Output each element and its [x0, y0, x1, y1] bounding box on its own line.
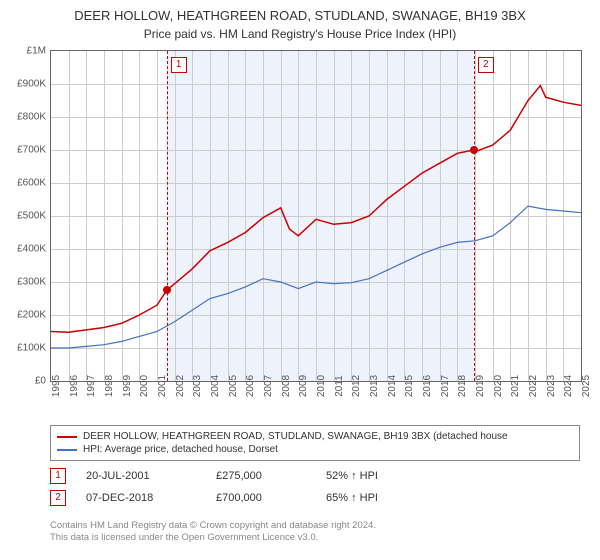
sale-row: 1 20-JUL-2001£275,00052% ↑ HPI	[50, 465, 580, 487]
legend-row: DEER HOLLOW, HEATHGREEN ROAD, STUDLAND, …	[57, 430, 573, 443]
sale-vline	[474, 51, 475, 381]
footer-line-2: This data is licensed under the Open Gov…	[50, 532, 580, 544]
sale-row-marker: 1	[50, 468, 66, 484]
series-lines	[51, 51, 581, 381]
sale-marker-2: 2	[478, 57, 494, 73]
series-property	[51, 86, 581, 333]
chart-subtitle: Price paid vs. HM Land Registry's House …	[0, 25, 600, 41]
legend-box: DEER HOLLOW, HEATHGREEN ROAD, STUDLAND, …	[50, 425, 580, 461]
chart-title: DEER HOLLOW, HEATHGREEN ROAD, STUDLAND, …	[0, 0, 600, 25]
sale-row: 2 07-DEC-2018£700,00065% ↑ HPI	[50, 487, 580, 509]
sale-price: £700,000	[216, 492, 326, 504]
sale-row-marker: 2	[50, 490, 66, 506]
y-axis-label: £0	[35, 376, 46, 387]
sale-marker-1: 1	[171, 57, 187, 73]
y-axis-label: £900K	[17, 79, 46, 90]
y-axis-label: £600K	[17, 178, 46, 189]
chart-area: £0£100K£200K£300K£400K£500K£600K£700K£80…	[50, 50, 580, 380]
y-axis-label: £1M	[27, 46, 46, 57]
legend-label: HPI: Average price, detached house, Dors…	[83, 444, 278, 455]
sale-pct: 65% ↑ HPI	[326, 492, 426, 504]
series-hpi	[51, 206, 581, 348]
y-axis-label: £700K	[17, 145, 46, 156]
x-axis-label: 2025	[581, 375, 592, 397]
legend-swatch	[57, 449, 77, 451]
y-axis-label: £100K	[17, 343, 46, 354]
sale-vline	[167, 51, 168, 381]
y-axis-label: £500K	[17, 211, 46, 222]
legend-label: DEER HOLLOW, HEATHGREEN ROAD, STUDLAND, …	[83, 431, 508, 442]
sale-date: 20-JUL-2001	[86, 470, 216, 482]
legend-swatch	[57, 436, 77, 438]
sale-date: 07-DEC-2018	[86, 492, 216, 504]
sale-dot	[470, 146, 478, 154]
plot-region: £0£100K£200K£300K£400K£500K£600K£700K£80…	[50, 50, 582, 382]
y-axis-label: £200K	[17, 310, 46, 321]
sales-table: 1 20-JUL-2001£275,00052% ↑ HPI 2 07-DEC-201…	[50, 465, 580, 509]
legend-row: HPI: Average price, detached house, Dors…	[57, 443, 573, 456]
attribution-footer: Contains HM Land Registry data © Crown c…	[50, 520, 580, 545]
footer-line-1: Contains HM Land Registry data © Crown c…	[50, 520, 580, 532]
sale-price: £275,000	[216, 470, 326, 482]
y-axis-label: £400K	[17, 244, 46, 255]
y-axis-label: £800K	[17, 112, 46, 123]
sale-pct: 52% ↑ HPI	[326, 470, 426, 482]
y-axis-label: £300K	[17, 277, 46, 288]
sale-dot	[163, 286, 171, 294]
chart-container: DEER HOLLOW, HEATHGREEN ROAD, STUDLAND, …	[0, 0, 600, 560]
